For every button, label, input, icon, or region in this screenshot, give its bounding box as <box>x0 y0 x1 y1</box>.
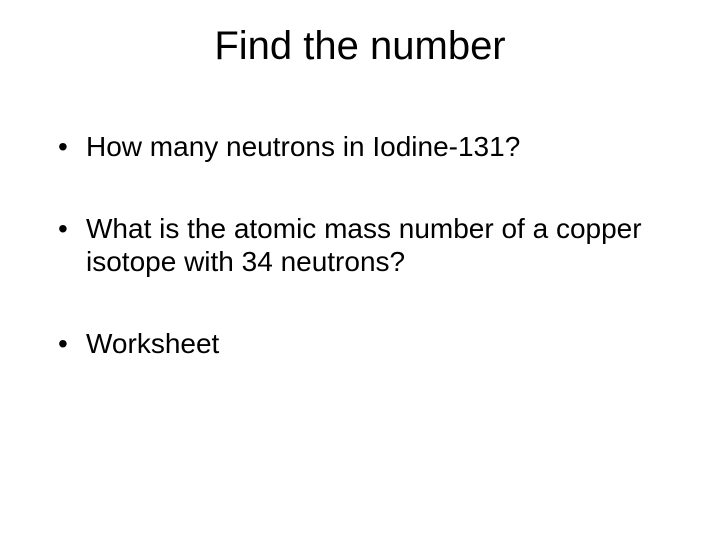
list-item: Worksheet <box>54 327 666 361</box>
slide-body: How many neutrons in Iodine-131? What is… <box>54 130 666 408</box>
list-item: What is the atomic mass number of a copp… <box>54 212 666 279</box>
list-item: How many neutrons in Iodine-131? <box>54 130 666 164</box>
bullet-list: How many neutrons in Iodine-131? What is… <box>54 130 666 360</box>
slide: Find the number How many neutrons in Iod… <box>0 0 720 540</box>
slide-title: Find the number <box>0 24 720 69</box>
